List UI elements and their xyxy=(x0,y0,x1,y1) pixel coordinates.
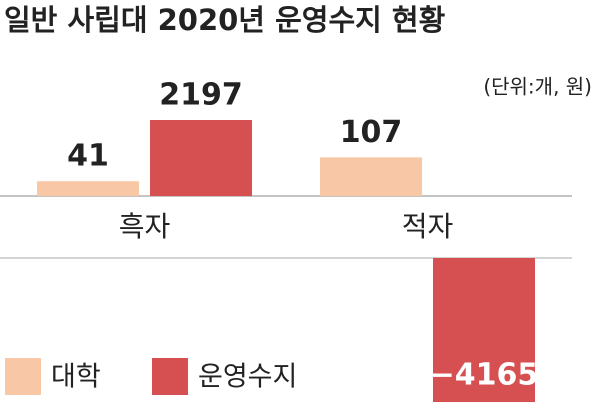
legend-swatch xyxy=(152,358,188,395)
category-label: 흑자 xyxy=(119,210,171,243)
bar xyxy=(320,157,422,196)
bar xyxy=(37,181,139,196)
chart-title: 일반 사립대 2020년 운영수지 현황 xyxy=(4,3,446,37)
value-label: 2197 xyxy=(159,78,243,113)
value-label: 107 xyxy=(340,115,403,150)
unit-note: (단위:개, 원) xyxy=(483,75,592,99)
bar xyxy=(150,120,252,196)
legend-label: 운영수지 xyxy=(198,362,297,393)
legend-label: 대학 xyxy=(51,362,101,393)
category-label: 적자 xyxy=(402,210,454,243)
legend-swatch xyxy=(5,358,41,395)
value-label: 41 xyxy=(67,139,109,174)
value-label: −4165 xyxy=(430,358,539,393)
bar xyxy=(433,258,535,403)
